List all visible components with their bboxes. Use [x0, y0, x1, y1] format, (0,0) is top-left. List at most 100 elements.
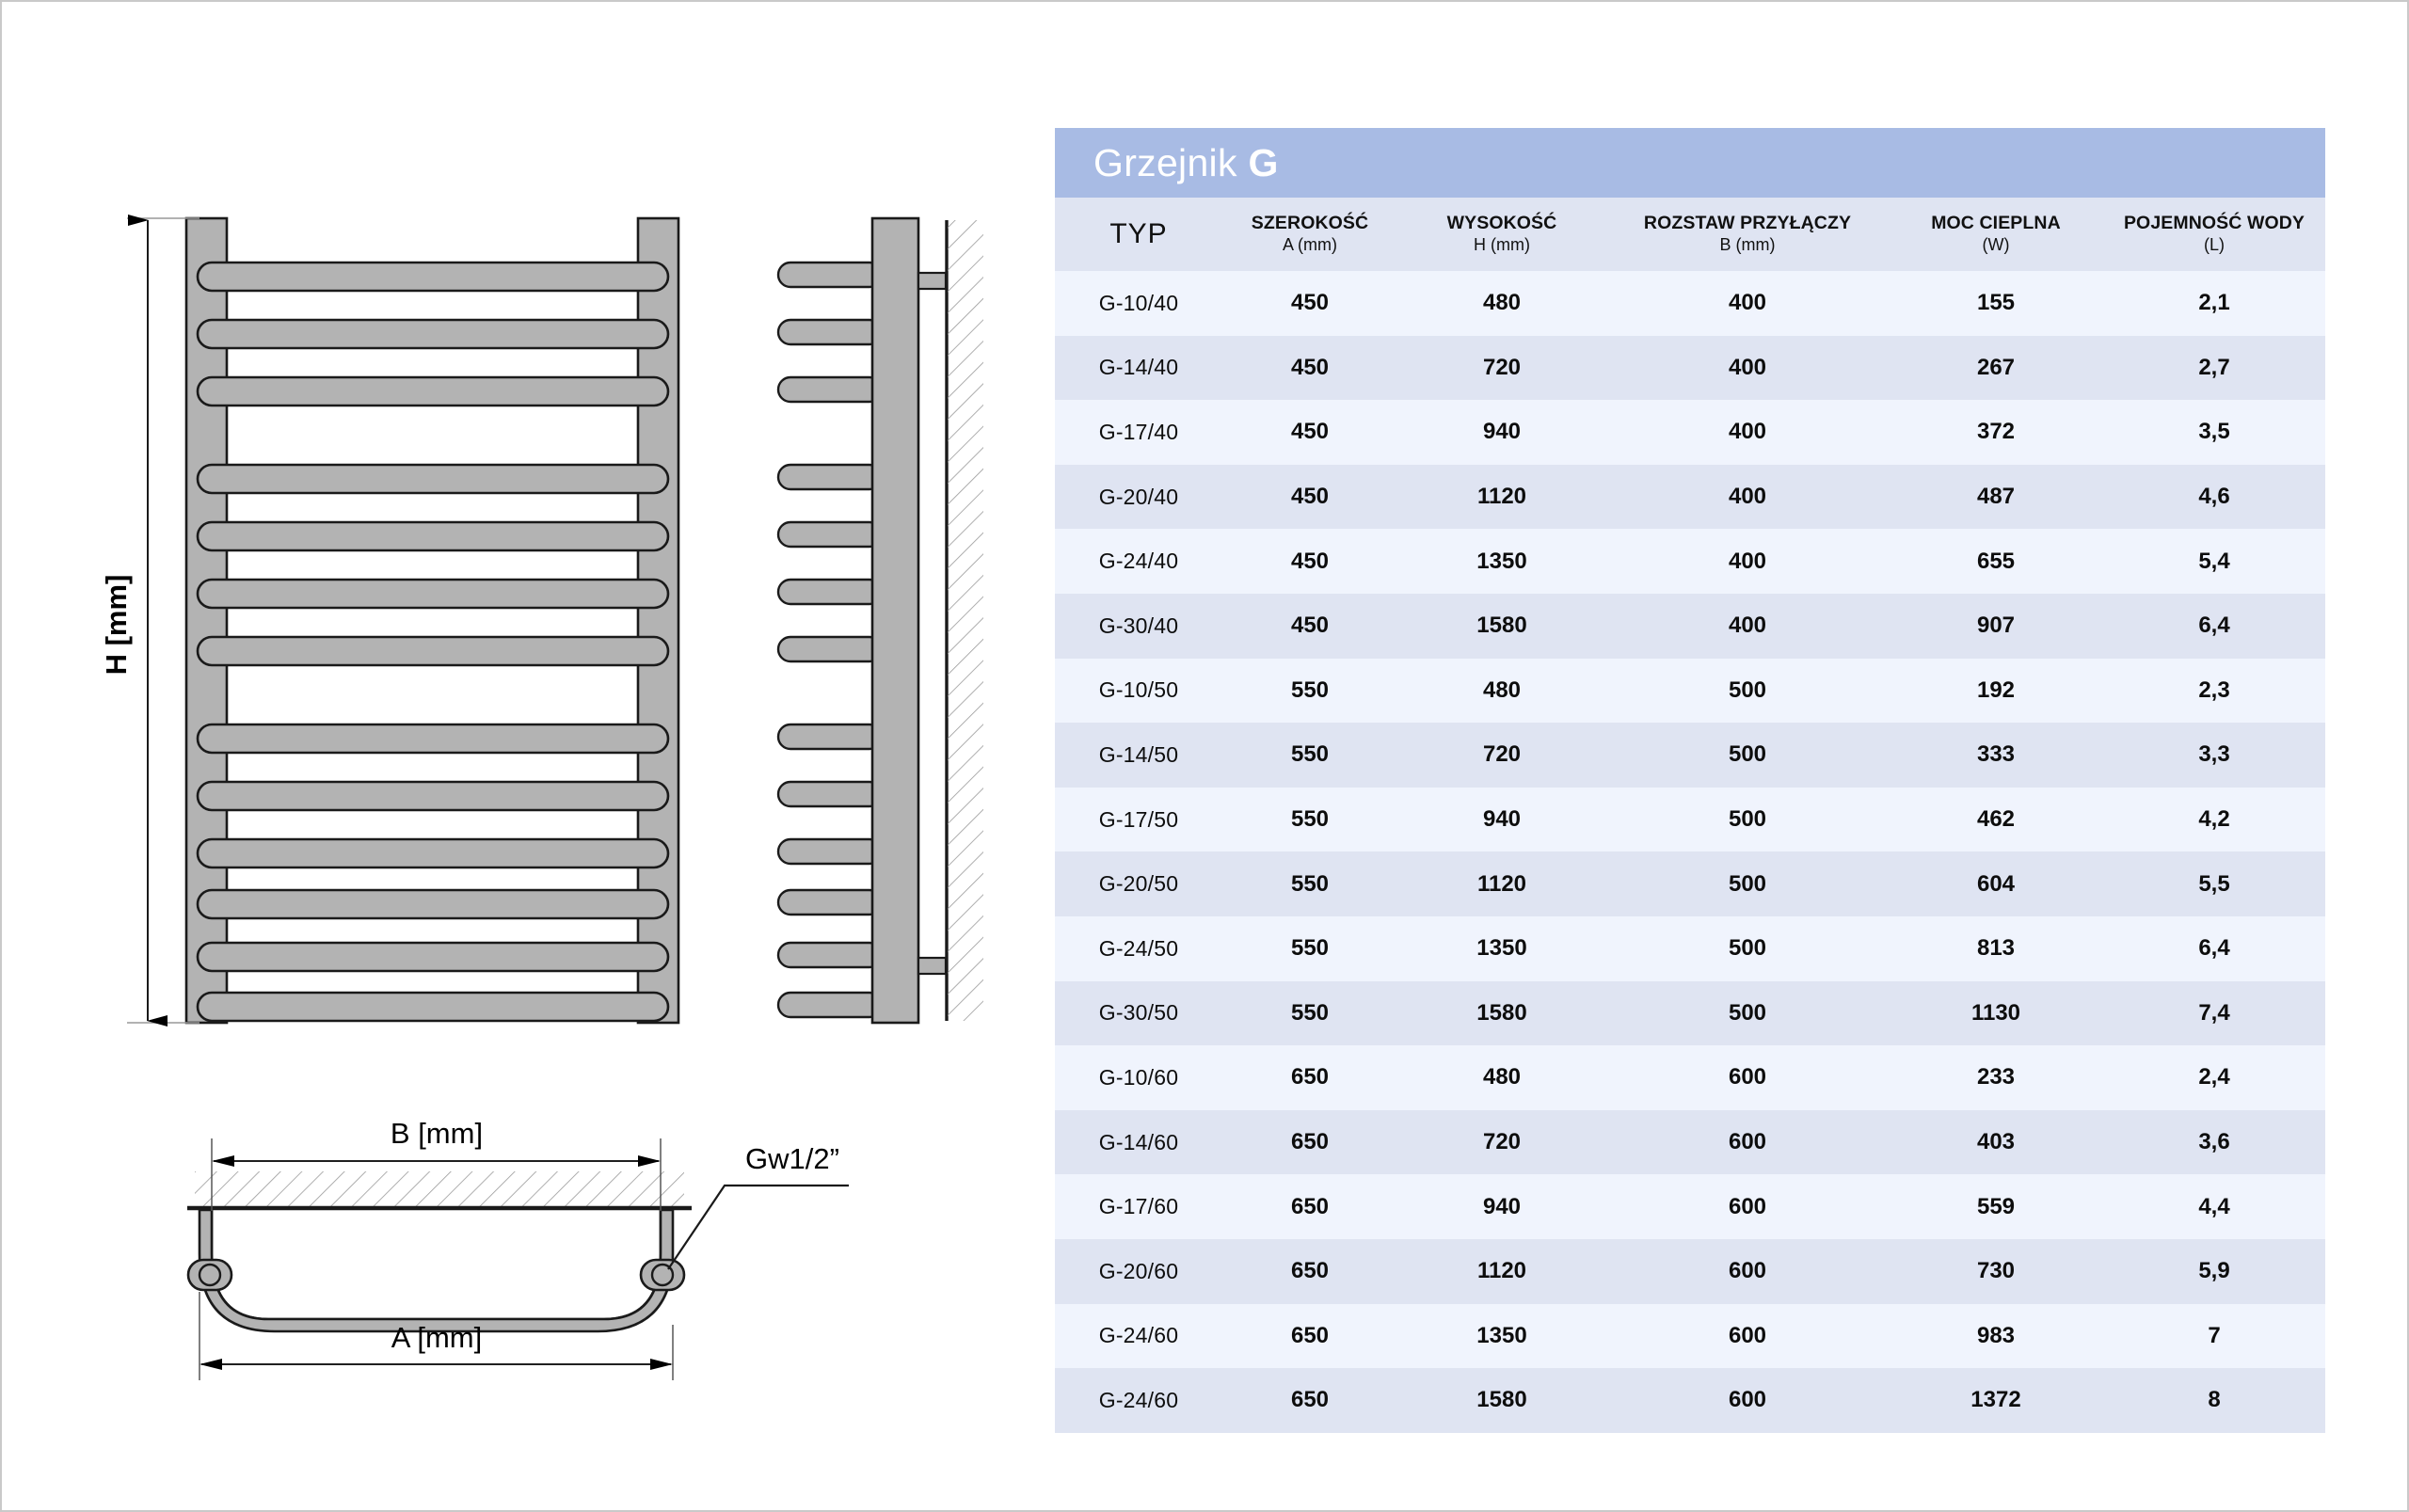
cell-pojemnosc: 2,7 — [2198, 354, 2230, 380]
cell-typ: G-24/60 — [1098, 1387, 1179, 1412]
cell-pojemnosc: 3,6 — [2198, 1129, 2230, 1155]
cell-rozstaw: 400 — [1728, 354, 1767, 380]
connection-callout-label: Gw1/2” — [745, 1142, 839, 1175]
column-header-typ-title: TYP — [1109, 218, 1168, 250]
side-rails — [776, 261, 884, 1019]
column-header-szerokosc-title: SZEROKOŚĆ — [1251, 212, 1369, 233]
cell-szerokosc: 650 — [1290, 1322, 1330, 1348]
cell-szerokosc: 650 — [1290, 1258, 1330, 1284]
cell-pojemnosc: 3,5 — [2198, 419, 2230, 445]
cell-typ: G-14/40 — [1098, 355, 1179, 380]
cell-typ: G-20/40 — [1098, 484, 1179, 509]
cell-wysokosc: 1120 — [1476, 1258, 1527, 1284]
cell-rozstaw: 600 — [1728, 1193, 1767, 1219]
cell-rozstaw: 500 — [1728, 870, 1767, 897]
column-header-wysokosc: WYSOKOŚĆ H (mm) — [1397, 198, 1606, 271]
cell-rozstaw: 400 — [1728, 613, 1767, 639]
cell-szerokosc: 650 — [1290, 1129, 1330, 1155]
cell-typ: G-10/60 — [1098, 1064, 1179, 1090]
panel-title-model: G — [1248, 140, 1279, 184]
cell-pojemnosc: 2,1 — [2198, 290, 2230, 316]
table-row: G-14/60 650 720 600 403 3,6 — [1055, 1109, 2325, 1175]
front-right-post — [636, 216, 680, 1025]
column-header-rozstaw-unit: B (mm) — [1719, 234, 1776, 254]
panel-title-bar: Grzejnik G — [1055, 128, 2325, 198]
cell-typ: G-24/50 — [1098, 935, 1179, 961]
cell-rozstaw: 600 — [1728, 1129, 1767, 1155]
plan-tube-body — [198, 1208, 675, 1333]
cell-pojemnosc: 2,3 — [2198, 676, 2230, 703]
table-row: G-10/50 550 480 500 192 2,3 — [1055, 658, 2325, 724]
cell-rozstaw: 400 — [1728, 290, 1767, 316]
column-header-szerokosc: SZEROKOŚĆ A (mm) — [1222, 198, 1397, 271]
cell-wysokosc: 720 — [1482, 741, 1522, 768]
panel-title-prefix: Grzejnik — [1093, 140, 1249, 184]
cell-pojemnosc: 6,4 — [2198, 613, 2230, 639]
cell-rozstaw: 400 — [1728, 419, 1767, 445]
cell-typ: G-10/50 — [1098, 677, 1179, 703]
table-row: G-17/40 450 940 400 372 3,5 — [1055, 400, 2325, 465]
plan-section: B [mm] A [mm] Gw1/2” — [186, 1117, 849, 1380]
wall-bracket-bottom — [917, 956, 948, 976]
cell-wysokosc: 1350 — [1476, 935, 1527, 962]
side-collector-post — [870, 216, 920, 1025]
table-row: G-20/40 450 1120 400 487 4,6 — [1055, 464, 2325, 530]
cell-wysokosc: 1350 — [1476, 1322, 1527, 1348]
cell-pojemnosc: 7,4 — [2198, 999, 2230, 1026]
b-dimension: B [mm] — [211, 1117, 662, 1211]
cell-pojemnosc: 6,4 — [2198, 935, 2230, 962]
cell-moc: 403 — [1976, 1129, 2016, 1155]
table-row: G-17/50 550 940 500 462 4,2 — [1055, 787, 2325, 852]
cell-pojemnosc: 5,5 — [2198, 870, 2230, 897]
cell-szerokosc: 450 — [1290, 290, 1330, 316]
cell-wysokosc: 940 — [1482, 1193, 1522, 1219]
connection-callout: Gw1/2” — [667, 1142, 849, 1270]
cell-szerokosc: 450 — [1290, 354, 1330, 380]
cell-szerokosc: 450 — [1290, 613, 1330, 639]
cell-rozstaw: 500 — [1728, 806, 1767, 833]
cell-rozstaw: 500 — [1728, 935, 1767, 962]
cell-rozstaw: 400 — [1728, 484, 1767, 510]
table-row: G-20/50 550 1120 500 604 5,5 — [1055, 851, 2325, 916]
cell-pojemnosc: 5,4 — [2198, 548, 2230, 574]
column-header-wysokosc-title: WYSOKOŚĆ — [1446, 212, 1557, 233]
cell-rozstaw: 600 — [1728, 1064, 1767, 1090]
cell-moc: 559 — [1976, 1193, 2016, 1219]
table-row: G-24/60 650 1350 600 983 7 — [1055, 1303, 2325, 1369]
cell-typ: G-20/50 — [1098, 871, 1179, 897]
cell-rozstaw: 500 — [1728, 999, 1767, 1026]
cell-szerokosc: 650 — [1290, 1064, 1330, 1090]
cell-typ: G-10/40 — [1098, 290, 1179, 315]
height-dimension-label: H [mm] — [100, 575, 133, 676]
column-header-typ: TYP — [1055, 198, 1222, 271]
column-header-rozstaw: ROZSTAW PRZYŁĄCZY B (mm) — [1606, 198, 1889, 271]
table-row: G-10/40 450 480 400 155 2,1 — [1055, 271, 2325, 336]
cell-wysokosc: 1580 — [1476, 999, 1527, 1026]
cell-pojemnosc: 4,6 — [2198, 484, 2230, 510]
table-row: G-14/50 550 720 500 333 3,3 — [1055, 723, 2325, 788]
cell-moc: 604 — [1976, 870, 2016, 897]
panel-title: Grzejnik G — [1093, 141, 1279, 185]
technical-drawings: H [mm] — [2, 2, 1046, 1510]
table-row: G-10/60 650 480 600 233 2,4 — [1055, 1045, 2325, 1110]
cell-szerokosc: 450 — [1290, 419, 1330, 445]
wall-hatching — [948, 220, 983, 1021]
cell-pojemnosc: 2,4 — [2198, 1064, 2230, 1090]
front-rail-group-middle — [196, 463, 670, 667]
column-header-wysokosc-unit: H (mm) — [1474, 234, 1530, 254]
column-header-moc-unit: (W) — [1982, 234, 2010, 254]
cell-wysokosc: 940 — [1482, 419, 1522, 445]
cell-pojemnosc: 5,9 — [2198, 1258, 2230, 1284]
cell-wysokosc: 480 — [1482, 290, 1522, 316]
cell-rozstaw: 600 — [1728, 1322, 1767, 1348]
cell-wysokosc: 1350 — [1476, 548, 1527, 574]
specification-table: TYP SZEROKOŚĆ A (mm) WYSOKOŚĆ H (mm) ROZ… — [1055, 198, 2325, 1433]
cell-rozstaw: 600 — [1728, 1387, 1767, 1413]
cell-typ: G-17/40 — [1098, 419, 1179, 444]
cell-wysokosc: 720 — [1482, 1129, 1522, 1155]
cell-moc: 983 — [1976, 1322, 2016, 1348]
cell-rozstaw: 600 — [1728, 1258, 1767, 1284]
cell-moc: 487 — [1976, 484, 2016, 510]
table-header: TYP SZEROKOŚĆ A (mm) WYSOKOŚĆ H (mm) ROZ… — [1055, 198, 2325, 271]
cell-szerokosc: 450 — [1290, 548, 1330, 574]
